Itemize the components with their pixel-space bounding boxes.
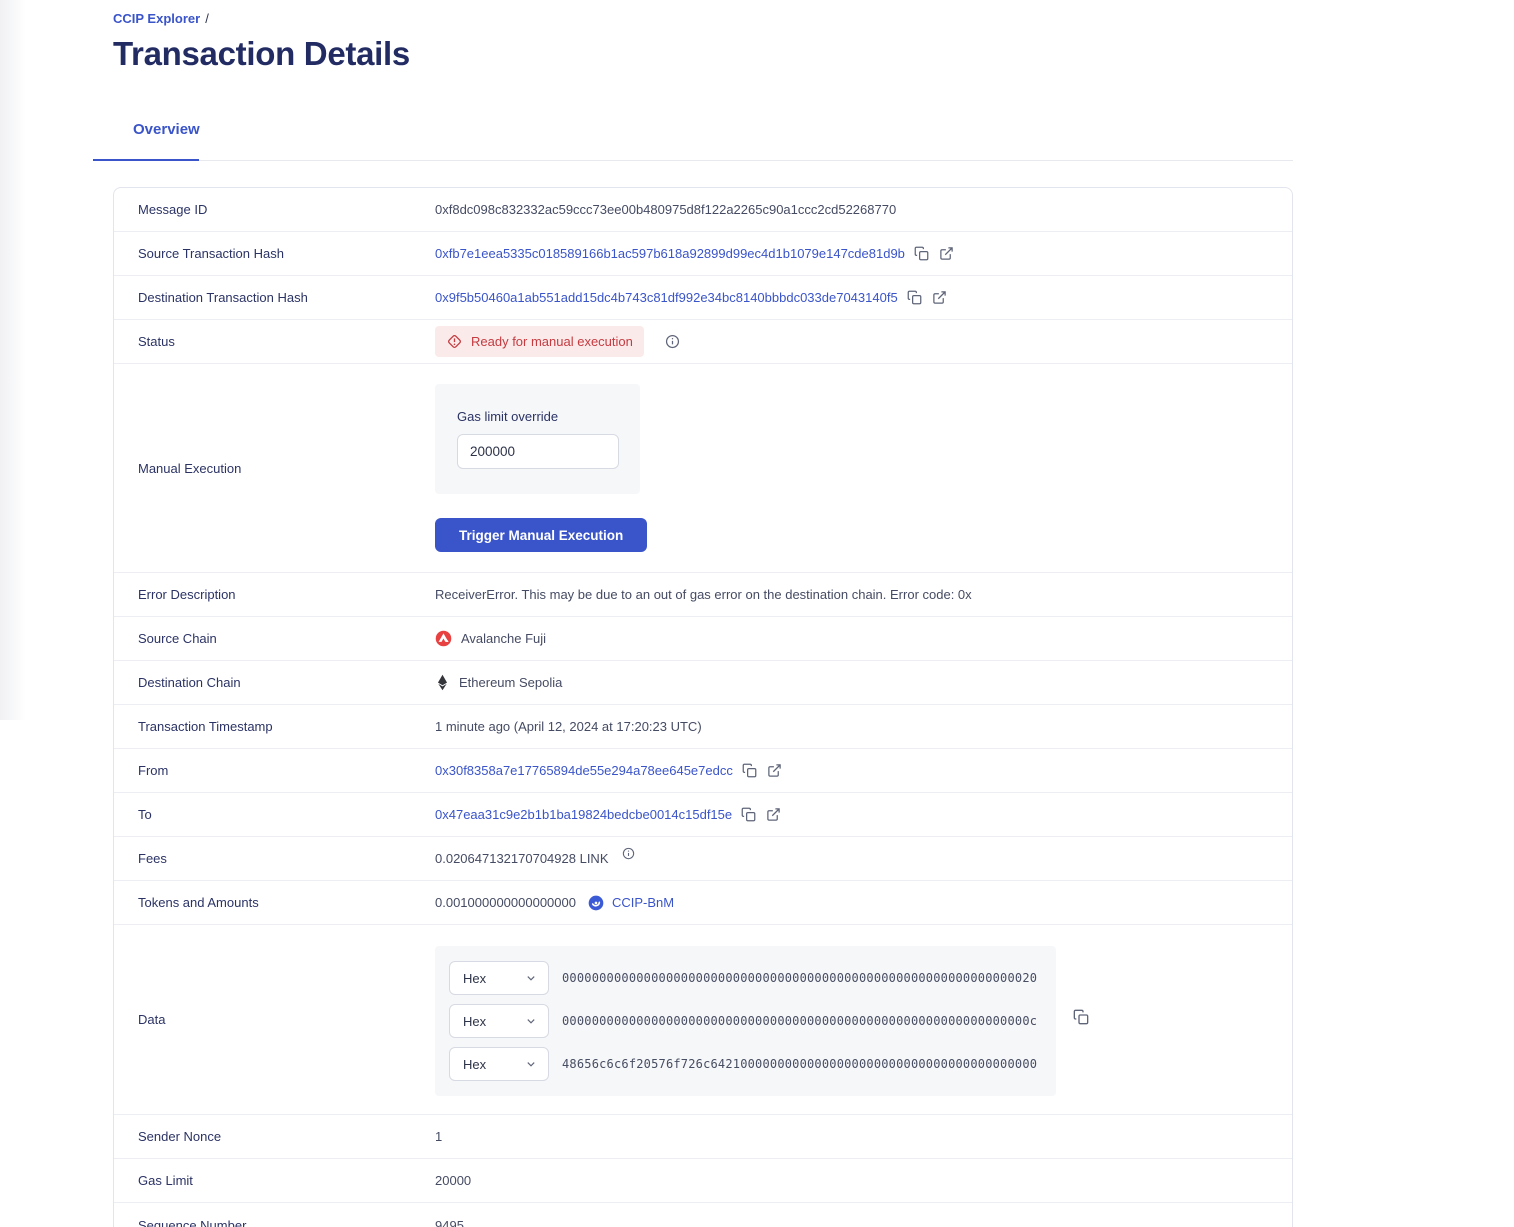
- ethereum-icon: [437, 674, 448, 691]
- external-link-icon[interactable]: [931, 289, 948, 306]
- status-badge-text: Ready for manual execution: [471, 334, 633, 349]
- destination-tx-hash-link[interactable]: 0x9f5b50460a1ab551add15dc4b743c81df992e3…: [435, 290, 898, 305]
- data-hex-word: 0000000000000000000000000000000000000000…: [562, 971, 1038, 985]
- row-to: To 0x47eaa31c9e2b1b1ba19824bedcbe0014c15…: [114, 793, 1292, 837]
- error-description-label: Error Description: [138, 587, 236, 602]
- page-edge-shadow: [0, 0, 26, 720]
- info-icon[interactable]: [621, 846, 636, 861]
- row-destination-chain: Destination Chain Ethereum Sepolia: [114, 661, 1292, 705]
- data-line: Hex 48656c6c6f20576f726c6421000000000000…: [449, 1047, 1042, 1081]
- from-address-link[interactable]: 0x30f8358a7e17765894de55e294a78ee645e7ed…: [435, 763, 733, 778]
- data-hex-panel: Hex 000000000000000000000000000000000000…: [435, 946, 1056, 1096]
- details-card: Message ID 0xf8dc098c832332ac59ccc73ee00…: [113, 187, 1293, 1227]
- token-amount-value: 0.001000000000000000: [435, 895, 576, 910]
- destination-chain-value: Ethereum Sepolia: [459, 675, 563, 690]
- fees-label: Fees: [138, 851, 167, 866]
- row-sequence-number: Sequence Number 9495: [114, 1203, 1292, 1227]
- copy-icon[interactable]: [906, 289, 923, 306]
- transaction-details-page: CCIP Explorer / Transaction Details Overv…: [93, 0, 1293, 1227]
- destination-tx-hash-label: Destination Transaction Hash: [138, 290, 308, 305]
- copy-icon[interactable]: [740, 806, 757, 823]
- data-line: Hex 000000000000000000000000000000000000…: [449, 961, 1042, 995]
- copy-icon[interactable]: [741, 762, 758, 779]
- copy-icon[interactable]: [1072, 1008, 1090, 1026]
- row-source-chain: Source Chain Avalanche Fuji: [114, 617, 1292, 661]
- breadcrumb: CCIP Explorer /: [113, 11, 1293, 26]
- tab-overview[interactable]: Overview: [93, 121, 220, 161]
- tokens-and-amounts-label: Tokens and Amounts: [138, 895, 259, 910]
- row-error-description: Error Description ReceiverError. This ma…: [114, 573, 1292, 617]
- external-link-icon[interactable]: [938, 245, 955, 262]
- info-icon[interactable]: [664, 333, 681, 350]
- data-format-value: Hex: [463, 1013, 487, 1029]
- source-chain-value: Avalanche Fuji: [461, 631, 547, 646]
- data-label: Data: [138, 1012, 166, 1027]
- source-tx-hash-link[interactable]: 0xfb7e1eea5335c018589166b1ac597b618a9289…: [435, 246, 905, 261]
- data-line: Hex 000000000000000000000000000000000000…: [449, 1004, 1042, 1038]
- row-from: From 0x30f8358a7e17765894de55e294a78ee64…: [114, 749, 1292, 793]
- transaction-timestamp-value: 1 minute ago (April 12, 2024 at 17:20:23…: [435, 719, 702, 734]
- row-gas-limit: Gas Limit 20000: [114, 1159, 1292, 1203]
- trigger-manual-execution-button[interactable]: Trigger Manual Execution: [435, 518, 648, 552]
- breadcrumb-link-ccip-explorer[interactable]: CCIP Explorer: [113, 11, 201, 26]
- gas-limit-value: 20000: [435, 1173, 472, 1188]
- gas-limit-override-label: Gas limit override: [457, 409, 559, 424]
- chevron-down-icon: [524, 971, 538, 985]
- data-format-select[interactable]: Hex: [449, 1047, 549, 1081]
- message-id-value: 0xf8dc098c832332ac59ccc73ee00b480975d8f1…: [435, 202, 897, 217]
- row-manual-execution: Manual Execution Gas limit override Trig…: [114, 364, 1292, 573]
- status-label: Status: [138, 334, 175, 349]
- sender-nonce-value: 1: [435, 1129, 443, 1144]
- source-tx-hash-label: Source Transaction Hash: [138, 246, 284, 261]
- status-badge: Ready for manual execution: [435, 326, 644, 357]
- gas-limit-override-panel: Gas limit override: [435, 384, 640, 494]
- ccip-bnm-token-link[interactable]: CCIP-BnM: [611, 895, 675, 910]
- sequence-number-value: 9495: [435, 1217, 464, 1227]
- to-label: To: [138, 807, 152, 822]
- tab-bar: Overview: [93, 121, 1293, 161]
- data-hex-word: 0000000000000000000000000000000000000000…: [562, 1014, 1038, 1028]
- row-message-id: Message ID 0xf8dc098c832332ac59ccc73ee00…: [114, 188, 1292, 232]
- data-format-value: Hex: [463, 970, 487, 986]
- row-fees: Fees 0.020647132170704928 LINK: [114, 837, 1292, 881]
- error-description-value: ReceiverError. This may be due to an out…: [435, 587, 972, 602]
- chevron-down-icon: [524, 1057, 538, 1071]
- from-label: From: [138, 763, 169, 778]
- external-link-icon[interactable]: [765, 806, 782, 823]
- row-tokens-and-amounts: Tokens and Amounts 0.001000000000000000 …: [114, 881, 1292, 925]
- row-destination-tx-hash: Destination Transaction Hash 0x9f5b50460…: [114, 276, 1292, 320]
- breadcrumb-separator: /: [205, 11, 209, 26]
- gas-limit-override-input[interactable]: [457, 434, 619, 469]
- row-transaction-timestamp: Transaction Timestamp 1 minute ago (Apri…: [114, 705, 1292, 749]
- source-chain-label: Source Chain: [138, 631, 217, 646]
- transaction-timestamp-label: Transaction Timestamp: [138, 719, 273, 734]
- chevron-down-icon: [524, 1014, 538, 1028]
- avalanche-icon: [435, 630, 452, 647]
- destination-chain-label: Destination Chain: [138, 675, 241, 690]
- external-link-icon[interactable]: [766, 762, 783, 779]
- alert-icon: [446, 333, 463, 350]
- data-hex-word: 48656c6c6f20576f726c64210000000000000000…: [562, 1057, 1038, 1071]
- sender-nonce-label: Sender Nonce: [138, 1129, 222, 1144]
- sequence-number-label: Sequence Number: [138, 1217, 247, 1227]
- row-status: Status Ready for manual execution: [114, 320, 1292, 364]
- ccip-bnm-token-icon: [588, 895, 604, 910]
- manual-execution-label: Manual Execution: [138, 460, 242, 476]
- page-title: Transaction Details: [113, 35, 410, 72]
- message-id-label: Message ID: [138, 202, 208, 217]
- copy-icon[interactable]: [913, 245, 930, 262]
- row-source-tx-hash: Source Transaction Hash 0xfb7e1eea5335c0…: [114, 232, 1292, 276]
- row-sender-nonce: Sender Nonce 1: [114, 1115, 1292, 1159]
- data-format-select[interactable]: Hex: [449, 1004, 549, 1038]
- row-data: Data Hex 0000000000000000000000000000000…: [114, 925, 1292, 1115]
- fees-value: 0.020647132170704928 LINK: [435, 851, 609, 866]
- data-format-value: Hex: [463, 1056, 487, 1072]
- data-format-select[interactable]: Hex: [449, 961, 549, 995]
- to-address-link[interactable]: 0x47eaa31c9e2b1b1ba19824bedcbe0014c15df1…: [435, 807, 733, 822]
- tab-overview-label: Overview: [133, 121, 200, 138]
- gas-limit-label: Gas Limit: [138, 1173, 193, 1188]
